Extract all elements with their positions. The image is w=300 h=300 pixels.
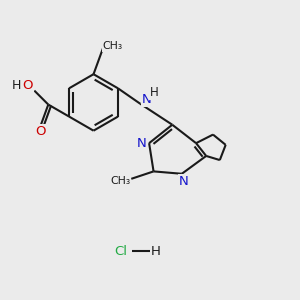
Text: CH₃: CH₃: [103, 41, 123, 52]
Text: N: N: [142, 93, 152, 106]
Text: O: O: [35, 124, 46, 137]
Text: CH₃: CH₃: [110, 176, 130, 186]
Text: O: O: [22, 79, 33, 92]
Text: H: H: [12, 79, 21, 92]
Text: N: N: [137, 137, 147, 150]
Text: H: H: [150, 86, 159, 99]
Text: N: N: [178, 175, 188, 188]
Text: H: H: [151, 244, 161, 258]
Text: Cl: Cl: [114, 244, 127, 258]
